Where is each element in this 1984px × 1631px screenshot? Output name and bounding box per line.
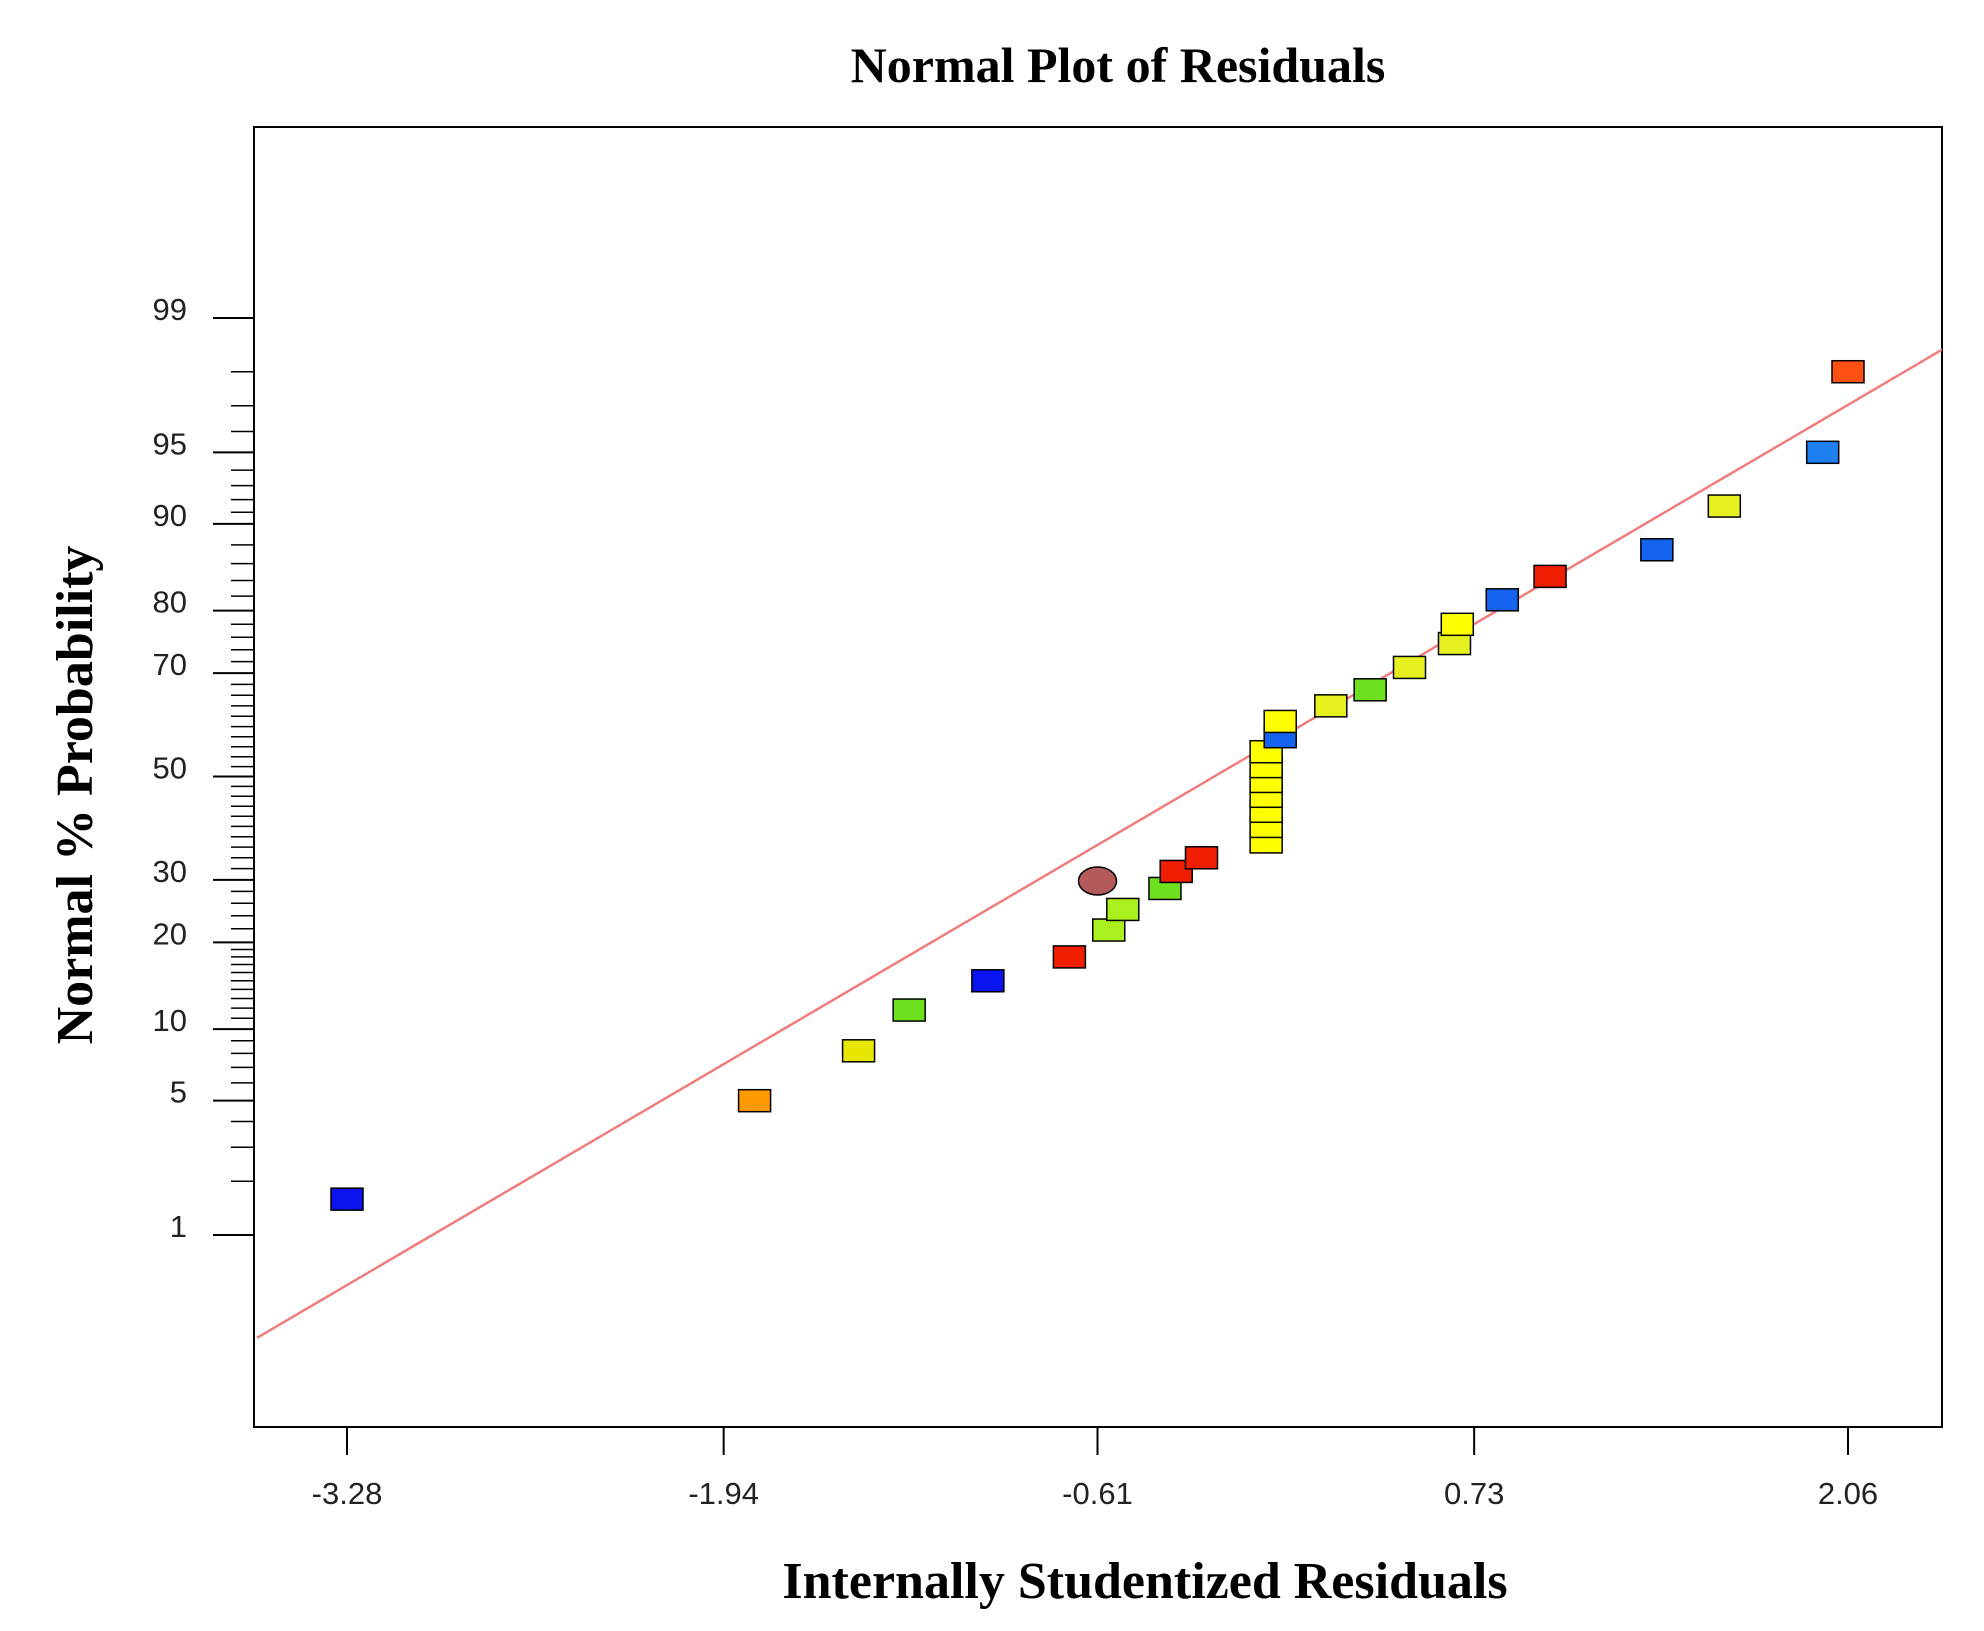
data-point: [1533, 564, 1567, 589]
data-point: [1485, 588, 1520, 612]
highlighted-point: [1077, 866, 1118, 896]
y-tick-label: 90: [153, 498, 187, 533]
data-point: [1263, 709, 1297, 734]
data-point: [1392, 655, 1427, 680]
y-tick-label: 1: [170, 1209, 187, 1244]
y-axis-title: Normal % Probability: [47, 546, 104, 1045]
reference-line-layer: [256, 348, 1942, 1339]
data-point: [1184, 846, 1219, 870]
data-point: [737, 1088, 772, 1113]
data-point: [841, 1039, 876, 1063]
y-tick-label: 95: [153, 426, 187, 461]
y-tick-label: 99: [153, 292, 187, 327]
x-tick-label: 0.73: [1444, 1476, 1504, 1511]
data-point: [1353, 678, 1387, 702]
data-point: [1091, 918, 1126, 942]
y-tick-label: 70: [153, 647, 187, 682]
data-point: [1052, 945, 1087, 969]
reference-line: [256, 348, 1942, 1339]
data-point: [1440, 612, 1475, 637]
y-tick-label: 30: [153, 854, 187, 889]
y-tick-label: 50: [153, 751, 187, 786]
data-point: [892, 998, 926, 1022]
x-tick-label: -3.28: [312, 1476, 383, 1511]
data-point: [1831, 359, 1865, 384]
data-point: [1640, 538, 1674, 562]
data-point: [1314, 694, 1348, 718]
data-point: [1106, 897, 1140, 922]
y-axis: 1 5 10 20 30 50 70 80 90 95 99: [153, 292, 254, 1244]
y-tick-label: 80: [153, 585, 187, 620]
data-point: [330, 1187, 364, 1211]
x-axis-title: Internally Studentized Residuals: [782, 1553, 1507, 1610]
x-tick-label: 2.06: [1818, 1476, 1878, 1511]
data-point: [1159, 859, 1193, 884]
points-layer: [330, 359, 1865, 1211]
plot-area: [253, 126, 1943, 1428]
x-tick-label: -0.61: [1062, 1476, 1133, 1511]
y-tick-label: 5: [170, 1075, 187, 1110]
y-tick-label: 20: [153, 916, 187, 951]
y-tick-label: 10: [153, 1003, 187, 1038]
x-axis: -3.28 -1.94 -0.61 0.73 2.06: [312, 1427, 1878, 1511]
data-point: [1805, 440, 1840, 465]
data-point: [1707, 494, 1742, 518]
chart-title: Normal Plot of Residuals: [851, 37, 1386, 93]
data-point: [971, 969, 1005, 993]
x-tick-label: -1.94: [688, 1476, 759, 1511]
